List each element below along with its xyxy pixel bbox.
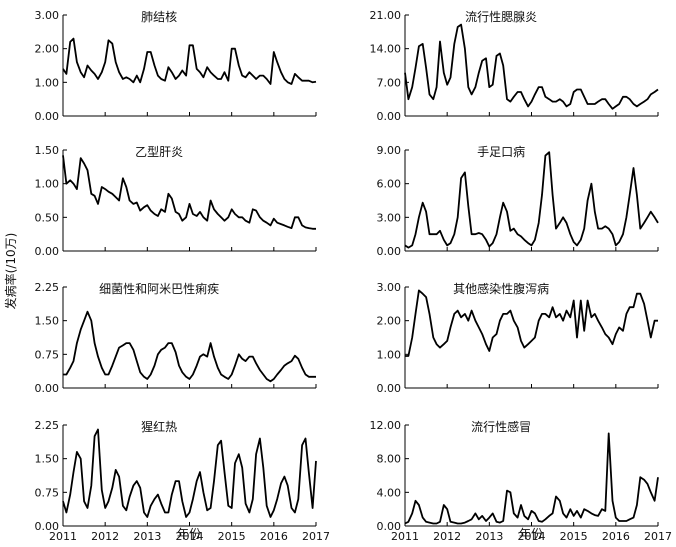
y-axis-title: 发病率(/10万) [3,233,18,310]
x-tick-label: 2014 [176,530,204,543]
y-tick-label: 0.00 [377,245,402,258]
y-tick-label: 0.75 [35,486,60,499]
y-tick-label: 1.50 [35,144,60,157]
y-tick-label: 7.00 [377,76,402,89]
y-tick-label: 1.50 [35,315,60,328]
series-line [404,23,659,110]
x-tick-label: 2016 [602,530,630,543]
y-tick-label: 0.00 [35,520,60,533]
y-tick-label: 3.00 [377,281,402,294]
panel-title: 流行性感冒 [471,419,531,434]
series-line [62,428,317,518]
y-tick-label: 2.00 [377,315,402,328]
y-tick-label: 0.75 [35,348,60,361]
y-tick-label: 4.00 [377,486,402,499]
x-tick-label: 2011 [391,530,419,543]
y-tick-label: 0.00 [35,382,60,395]
x-tick-label: 2017 [302,530,330,543]
panel-title: 猩红热 [141,419,177,434]
y-tick-label: 3.00 [377,211,402,224]
x-tick-label: 2017 [644,530,672,543]
y-tick-label: 1.00 [35,178,60,191]
panel-title: 流行性腮腺炎 [465,10,537,24]
series-line [404,151,659,249]
y-tick-label: 0.00 [35,245,60,258]
y-tick-label: 2.25 [35,281,60,294]
panel-title: 乙型肝炎 [135,145,183,159]
x-axis-title-left: 年份 [177,527,201,541]
y-tick-label: 3.00 [35,9,60,22]
x-axis-title-right: 年份 [519,527,543,541]
x-tick-label: 2016 [260,530,288,543]
x-tick-label: 2012 [433,530,461,543]
x-tick-label: 2015 [560,530,588,543]
panel-title: 肺结核 [141,10,177,24]
y-tick-label: 2.00 [35,43,60,56]
chart-panel: 0.00 0.75 1.50 2.25 2011 2012 2013 2014 2015 2016… [35,419,331,543]
y-tick-label: 14.00 [370,43,402,56]
chart-panel: 0.00 4.00 8.00 12.00 2011 2012 2013 2014 2015 201… [370,419,673,543]
series-line [404,432,659,525]
y-tick-label: 1.50 [35,453,60,466]
y-tick-label: 2.25 [35,419,60,432]
series-line [62,37,317,85]
x-tick-label: 2013 [133,530,161,543]
y-tick-label: 12.00 [370,419,402,432]
chart-panel: 0.00 1.00 2.00 3.00 肺结核 [35,9,317,123]
y-tick-label: 0.00 [377,520,402,533]
y-tick-label: 0.50 [35,211,60,224]
panel-title: 其他感染性腹泻病 [453,281,549,296]
x-tick-label: 2014 [518,530,546,543]
x-tick-label: 2013 [475,530,503,543]
y-tick-label: 1.00 [35,76,60,89]
y-tick-label: 8.00 [377,453,402,466]
y-tick-label: 1.00 [377,348,402,361]
y-tick-label: 6.00 [377,178,402,191]
y-tick-label: 21.00 [370,9,402,22]
chart-panel: 0.00 1.00 2.00 3.00 其他感染性腹泻病 [377,281,659,395]
series-line [405,289,658,357]
chart-panel: 0.00 0.50 1.00 1.50 乙型肝炎 [35,144,317,258]
chart-panel: 0.00 0.75 1.50 2.25 细菌性和阿米巴性痢疾 [35,281,317,395]
x-tick-label: 2012 [91,530,119,543]
series-line [63,310,316,383]
series-line [62,155,316,230]
x-tick-label: 2015 [218,530,246,543]
chart-panel: 0.00 3.00 6.00 9.00 手足口病 [377,144,659,258]
y-tick-label: 0.00 [35,110,60,123]
chart-panel: 0.00 7.00 14.00 21.00 流行性腮腺炎 [370,9,659,123]
y-tick-label: 0.00 [377,382,402,395]
y-tick-label: 0.00 [377,110,402,123]
x-tick-label: 2011 [49,530,77,543]
y-tick-label: 9.00 [377,144,402,157]
panel-title: 细菌性和阿米巴性痢疾 [99,281,219,296]
panel-title: 手足口病 [477,144,525,159]
